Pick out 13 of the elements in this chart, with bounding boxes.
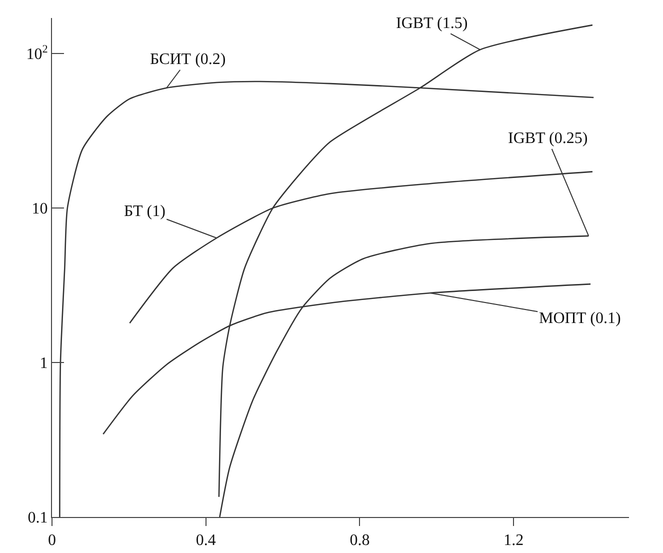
series-label: БСИТ (0.2) <box>150 51 226 68</box>
text: IGBT (0.25) <box>508 130 588 147</box>
y-tick-label: 10$^{2}$ <box>26 43 48 64</box>
series-label: IGBT (1.5) <box>396 15 468 32</box>
x-tick-label: 0 <box>48 532 56 550</box>
y-tick-label: 10 <box>32 200 48 218</box>
text: БТ (1) <box>124 203 166 220</box>
x-tick-label: 1.2 <box>504 532 524 550</box>
x-tick-label: 0.4 <box>196 532 216 550</box>
series-label: МОПТ (0.1) <box>539 310 621 327</box>
x-tick-label: 0.8 <box>350 532 370 550</box>
y-tick-label: 0.1 <box>28 510 48 527</box>
y-tick-label: 1 <box>40 355 48 372</box>
